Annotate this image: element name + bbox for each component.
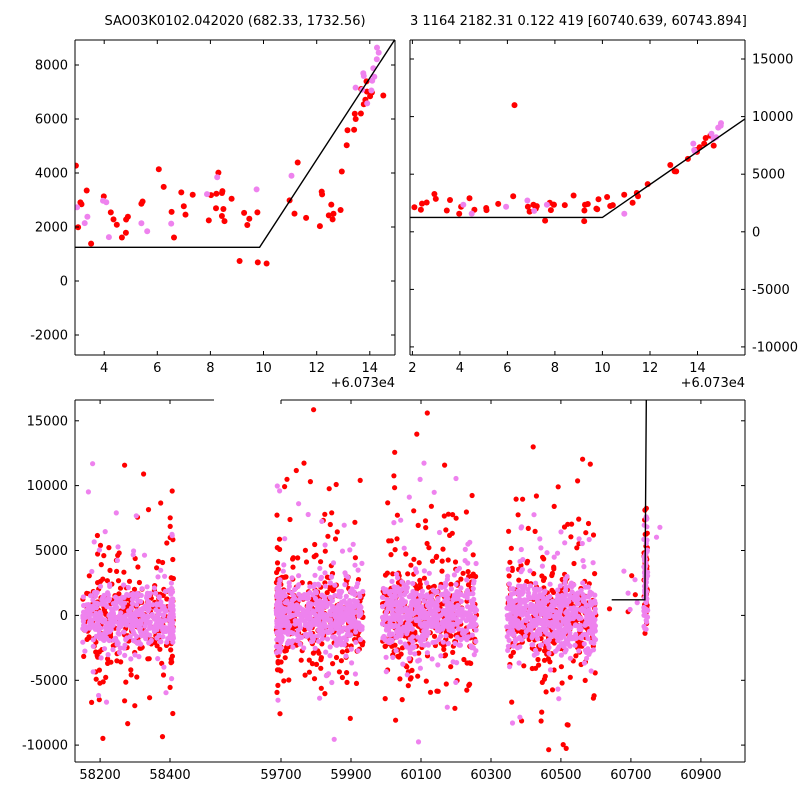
x-offset-label: +6.073e4	[681, 376, 745, 391]
y-tick-label: -10000	[22, 739, 68, 754]
axes-frame-bottom	[74, 399, 746, 763]
y-tick-label: 10000	[27, 479, 68, 494]
model-line-top-left	[75, 40, 395, 249]
y-tick-label: 2000	[35, 221, 68, 236]
x-offset-label: +6.073e4	[331, 376, 395, 391]
y-tick-label: 0	[60, 609, 68, 624]
y-tick-label: -10000	[752, 340, 798, 355]
model-line-top-right	[410, 118, 745, 219]
axes-ticks-top-right: 2 4 6 8 10 12 14 -10000 -5000 0 5000 10000 15000 +6.0…	[408, 40, 798, 391]
x-tick-label: 14	[362, 361, 379, 376]
y-tick-label: 8000	[35, 59, 68, 74]
x-tick-label: 8	[206, 361, 214, 376]
right-plot-title: 3 1164 2182.31 0.122 419 [60740.639, 607…	[410, 14, 747, 29]
y-tick-label: 4000	[35, 167, 68, 182]
axes-frame-top-right	[409, 39, 746, 356]
x-tick-label: 4	[100, 361, 108, 376]
panel-top-left: 4 6 8 10 12 14 -2000 0 2000 4000 6000 8000 +6.073e4	[30, 39, 396, 391]
y-tick-label: -2000	[30, 329, 68, 344]
x-tick-label: 4	[456, 361, 464, 376]
y-tick-label: 5000	[752, 168, 785, 183]
x-tick-label: 58200	[79, 768, 120, 783]
x-tick-label: 59900	[330, 768, 371, 783]
x-tick-label: 12	[642, 361, 659, 376]
model-line-bottom	[611, 400, 647, 601]
left-plot-title: SAO03K0102.042020 (682.33, 1732.56)	[104, 14, 366, 29]
y-tick-label: -5000	[30, 674, 68, 689]
x-tick-label: 60300	[470, 768, 511, 783]
x-tick-label: 6	[503, 361, 511, 376]
x-tick-label: 12	[308, 361, 325, 376]
panel-bottom: 58200 58400 59700 59900 60100 60300 60500 60700…	[22, 399, 746, 783]
x-tick-label: 60500	[540, 768, 581, 783]
x-tick-label: 60900	[680, 768, 721, 783]
scatter-violet-top-left	[75, 44, 382, 241]
x-tick-label: 59700	[260, 768, 301, 783]
y-tick-label: 6000	[35, 113, 68, 128]
y-tick-label: -5000	[752, 283, 790, 298]
panel-top-right: 2 4 6 8 10 12 14 -10000 -5000 0 5000 10000 15000 +6.0…	[408, 39, 798, 391]
y-tick-label: 0	[60, 275, 68, 290]
axes-frame-top-left	[74, 39, 396, 356]
y-tick-label: 15000	[752, 53, 793, 68]
y-tick-label: 15000	[27, 414, 68, 429]
x-tick-label: 58400	[149, 768, 190, 783]
x-tick-label: 14	[689, 361, 706, 376]
x-tick-label: 60700	[610, 768, 651, 783]
y-tick-label: 5000	[35, 544, 68, 559]
x-tick-label: 2	[408, 361, 416, 376]
scatter-violet-bottom	[80, 460, 663, 745]
axes-ticks-top-left: 4 6 8 10 12 14 -2000 0 2000 4000 6000 8000 +6.073e4	[30, 40, 395, 391]
x-tick-label: 60100	[400, 768, 441, 783]
x-tick-label: 6	[153, 361, 161, 376]
x-tick-label: 10	[255, 361, 272, 376]
x-tick-label: 10	[594, 361, 611, 376]
y-tick-label: 0	[752, 225, 760, 240]
y-tick-label: 10000	[752, 110, 793, 125]
x-tick-label: 8	[551, 361, 559, 376]
axes-ticks-bottom: 58200 58400 59700 59900 60100 60300 60500 60700…	[22, 400, 745, 783]
